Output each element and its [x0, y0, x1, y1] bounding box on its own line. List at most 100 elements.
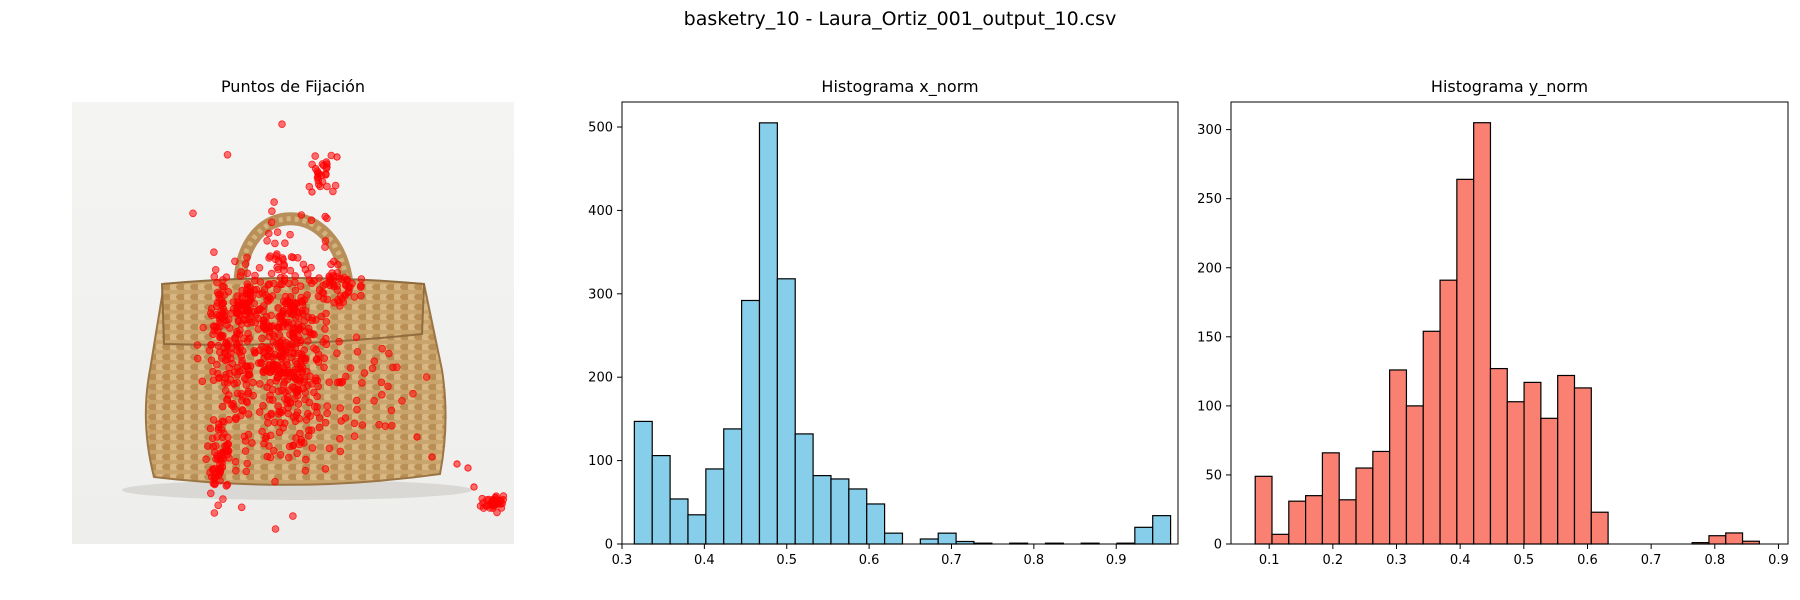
fixation-point [198, 377, 207, 386]
fixation-point [336, 447, 345, 456]
fixation-point [289, 320, 297, 328]
fixation-point [220, 429, 228, 438]
fixation-point [385, 349, 393, 358]
x-tick-label: 0.8 [1704, 553, 1725, 568]
fixation-point [269, 322, 277, 330]
histogram-bar [1305, 495, 1324, 545]
fixation-point [264, 293, 273, 302]
y-tick-label: 300 [588, 287, 613, 302]
fixation-point [255, 264, 264, 272]
fixation-point [207, 309, 215, 318]
fixation-point [231, 457, 240, 466]
fixation-point [244, 387, 253, 396]
fixation-point [243, 459, 252, 468]
fixation-point [238, 286, 247, 295]
fixation-point [325, 378, 334, 387]
fixation-point [259, 367, 268, 375]
fixation-point [360, 369, 369, 377]
fixation-point [272, 376, 281, 385]
fixation-point [301, 327, 309, 336]
fixation-point [202, 455, 210, 464]
fixation-point [225, 324, 234, 332]
fixation-point [235, 348, 244, 357]
fixation-point [488, 497, 496, 506]
fixation-point [302, 455, 310, 464]
fixation-point [263, 237, 271, 245]
hist-y-title: Histograma y_norm [1430, 77, 1589, 96]
histogram-bar [1321, 452, 1340, 545]
fixation-point [296, 377, 304, 385]
fixation-point [377, 390, 386, 399]
fixation-point [322, 340, 331, 349]
fixation-point [232, 466, 240, 475]
fixation-point [335, 378, 344, 386]
fixation-point [270, 446, 278, 455]
fixation-point [353, 348, 362, 356]
fixation-point [233, 330, 241, 338]
fixation-point [223, 342, 232, 350]
y-tick-label: 250 [1197, 192, 1222, 207]
fixation-point [333, 349, 341, 358]
fixation-points [189, 120, 508, 533]
fixation-point [248, 439, 256, 447]
fixation-point [288, 329, 297, 338]
fixation-point [211, 266, 220, 274]
fixation-point [259, 319, 268, 328]
fixation-point [356, 283, 365, 291]
fixation-point [210, 480, 219, 489]
fixation-point [352, 396, 361, 405]
fixation-point [283, 396, 292, 405]
fixation-point [323, 402, 332, 411]
fixation-point [223, 379, 232, 387]
basket-photo-with-fixations [72, 102, 514, 544]
fixation-point [270, 198, 278, 206]
fixation-point [221, 356, 230, 365]
histogram-bar [1557, 374, 1576, 545]
fixation-point [315, 274, 323, 282]
fixation-point [270, 367, 279, 376]
fixation-point [275, 428, 284, 437]
fixation-point [227, 400, 236, 409]
fixation-point [388, 421, 396, 430]
fixation-point [210, 248, 218, 257]
fixation-point [350, 419, 359, 428]
x-tick-label: 0.9 [1106, 553, 1127, 568]
fixation-point [274, 387, 283, 396]
fixation-point [244, 307, 252, 315]
fixation-point [293, 339, 301, 348]
fixation-point [342, 280, 350, 289]
fixation-point [313, 167, 322, 175]
fixation-point [261, 434, 270, 443]
fixation-point [238, 356, 246, 365]
fixation-point [215, 420, 223, 429]
fixation-point [244, 298, 252, 307]
fixation-point [311, 152, 320, 160]
fixation-point [409, 389, 417, 398]
fixation-point [303, 381, 312, 390]
fixation-point [288, 349, 297, 358]
fixation-point [338, 275, 346, 284]
fixation-point [258, 427, 266, 436]
fixation-point [218, 402, 227, 411]
fixation-point [327, 260, 335, 269]
fixation-point [222, 370, 230, 379]
fixation-point [312, 374, 320, 382]
y-tick-label: 50 [1205, 468, 1222, 483]
x-tick-label: 0.4 [1450, 553, 1471, 568]
fixation-point [223, 480, 232, 489]
fixation-point [271, 255, 280, 264]
fixation-point [335, 434, 344, 443]
histogram-bar [1523, 381, 1542, 545]
x-tick-label: 0.7 [941, 553, 962, 568]
fixation-point [271, 525, 280, 533]
fixation-point [225, 363, 233, 372]
fixation-point [204, 442, 212, 450]
fixation-point [378, 344, 387, 353]
fixation-point [258, 289, 267, 297]
fixation-point [279, 307, 287, 316]
fixation-point [213, 288, 222, 297]
fixation-point [357, 291, 365, 300]
fixation-point [322, 309, 330, 318]
fixation-point [271, 239, 279, 248]
x-tick-label: 0.6 [1577, 553, 1598, 568]
